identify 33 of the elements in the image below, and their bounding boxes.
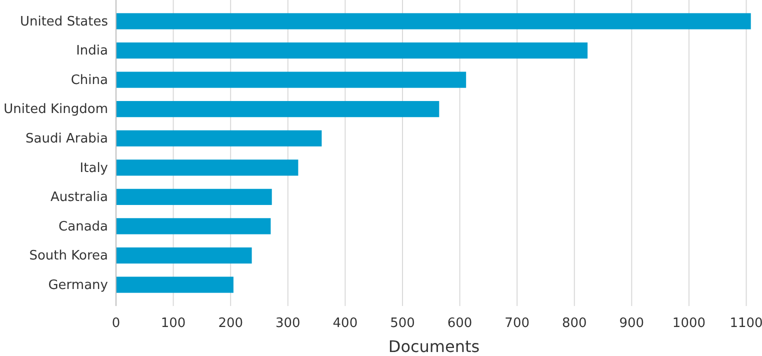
bar [116,130,322,146]
bar [116,72,466,88]
y-tick-label: South Korea [29,248,108,264]
x-tick-label: 1000 [672,316,706,332]
x-tick-label: 0 [112,316,120,332]
x-tick-label: 600 [447,316,472,332]
x-tick-label: 900 [619,316,644,332]
x-tick-label: 1100 [730,316,762,332]
y-tick-label: Australia [50,190,108,206]
y-tick-label: Canada [58,219,108,234]
y-tick-label: India [76,44,108,59]
x-tick-label: 300 [275,316,300,332]
x-tick-label: 700 [504,316,530,332]
y-tick-label: China [70,72,108,88]
x-tick-label: 800 [562,316,587,332]
x-tick-label: 500 [390,316,415,332]
y-tick-label: Germany [48,278,108,293]
bar [116,247,252,264]
y-tick-label: United Kingdom [4,102,108,118]
x-tick-label: 200 [218,316,244,332]
bar [116,42,588,59]
bar [116,13,751,30]
bar [116,188,272,205]
x-tick-label: 400 [332,316,358,332]
bar [116,218,271,234]
y-tick-label: Saudi Arabia [26,132,108,147]
bar [116,276,234,293]
x-tick-label: 100 [160,316,186,332]
bar [116,160,298,176]
bar [116,101,440,118]
y-tick-label: United States [20,14,108,30]
y-tick-label: Italy [80,160,108,176]
x-axis-title: Documents [388,337,480,356]
